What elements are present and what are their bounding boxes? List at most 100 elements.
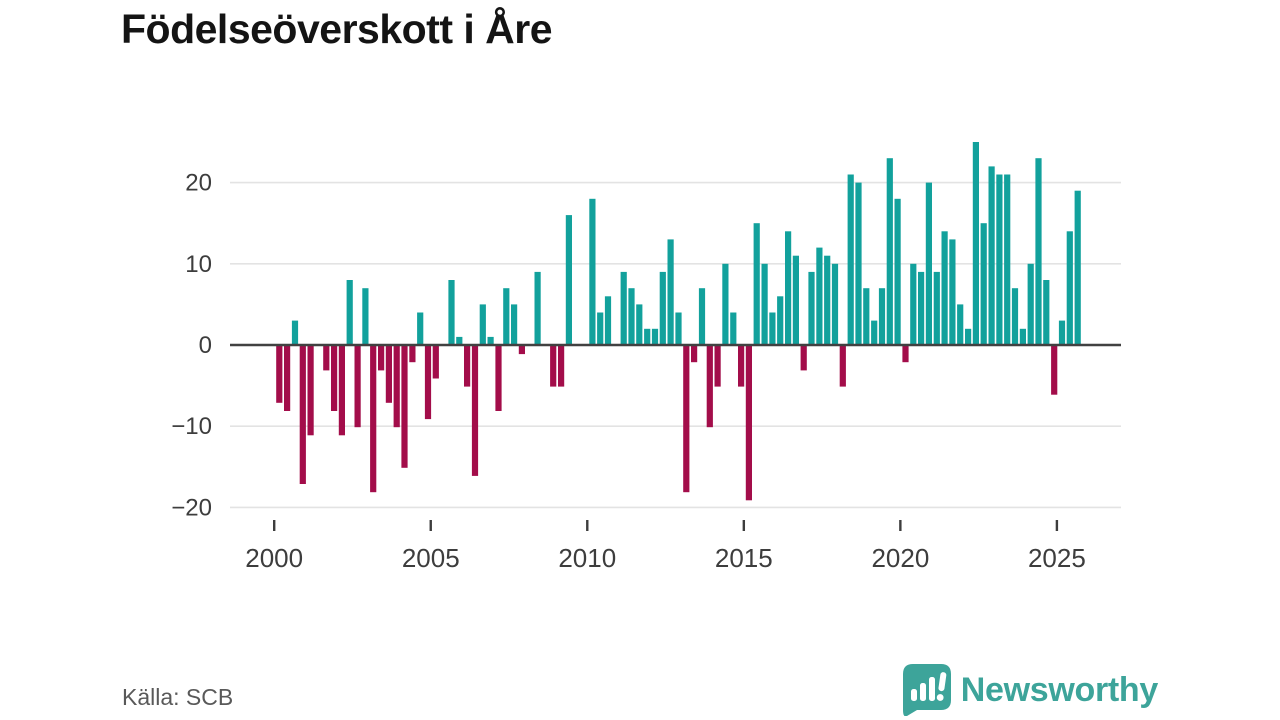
bar-2011Q2	[628, 288, 635, 345]
y-axis-label--20: −20	[171, 494, 212, 521]
bar-2013Q1	[683, 346, 690, 493]
bar-2002Q4	[362, 288, 369, 345]
bar-2004Q4	[424, 346, 432, 420]
bar-2010Q1	[589, 198, 596, 345]
bar-2019Q4	[894, 198, 901, 345]
bar-2012Q4	[675, 312, 682, 345]
bar-2024Q1	[1027, 263, 1034, 345]
bar-2014Q3	[730, 312, 737, 345]
bar-2018Q3	[855, 182, 862, 345]
bar-2021Q4	[957, 304, 964, 345]
bar-2005Q3	[448, 280, 455, 345]
bar-2016Q4	[800, 346, 807, 371]
bar-2017Q3	[824, 255, 831, 345]
source-note: Källa: SCB	[122, 684, 234, 710]
bar-2024Q3	[1043, 280, 1050, 345]
bar-2018Q1	[839, 346, 846, 387]
bar-2020Q1	[902, 346, 909, 363]
bar-2015Q3	[761, 263, 768, 345]
x-axis-label-2010: 2010	[558, 543, 616, 573]
bar-2013Q3	[698, 288, 706, 345]
bar-2013Q2	[691, 346, 698, 363]
bar-2002Q3	[354, 346, 361, 428]
bar-2020Q2	[910, 263, 917, 345]
bar-2003Q1	[370, 346, 377, 493]
bar-2005Q4	[456, 336, 463, 345]
newsworthy-logo: Newsworthy	[902, 664, 1159, 716]
bar-2017Q1	[808, 271, 815, 345]
bar-2003Q4	[393, 346, 400, 428]
bar-2006Q3	[479, 304, 486, 345]
bar-2002Q1	[338, 346, 345, 436]
bar-2024Q2	[1035, 158, 1042, 345]
bar-2019Q2	[878, 288, 886, 345]
bar-2021Q2	[941, 231, 948, 345]
bar-2006Q1	[464, 346, 471, 387]
brand-wordmark: Newsworthy	[960, 670, 1159, 709]
bar-2009Q1	[558, 346, 565, 387]
bar-2022Q4	[988, 166, 995, 345]
bar-2021Q3	[949, 239, 956, 345]
bar-2019Q1	[871, 320, 878, 345]
logo-exclamation	[936, 672, 947, 701]
bar-2001Q4	[331, 346, 338, 411]
bar-2022Q3	[980, 223, 987, 345]
bar-2002Q2	[346, 280, 353, 345]
chart-title: Födelseöverskott i Åre	[121, 6, 553, 52]
bar-2007Q3	[511, 304, 518, 345]
bar-2012Q3	[667, 239, 674, 345]
bar-2013Q4	[706, 346, 713, 428]
bar-2014Q4	[738, 346, 745, 387]
bar-2011Q3	[636, 304, 643, 345]
bar-2005Q1	[432, 346, 439, 379]
bar-2010Q3	[604, 296, 612, 345]
bar-2019Q3	[886, 158, 893, 345]
bar-2001Q1	[307, 346, 314, 436]
bar-2004Q2	[409, 346, 416, 363]
bar-2011Q4	[644, 328, 651, 345]
bar-2020Q4	[925, 182, 932, 345]
bar-2004Q1	[401, 346, 408, 468]
bar-2012Q1	[651, 328, 659, 345]
bar-2006Q2	[471, 346, 479, 476]
bar-2017Q4	[831, 263, 839, 345]
bar-2009Q2	[565, 215, 572, 345]
bar-2014Q2	[722, 263, 729, 345]
bar-2011Q1	[620, 271, 627, 345]
bar-2025Q1	[1058, 320, 1066, 345]
bar-2000Q3	[291, 320, 299, 345]
bar-2014Q1	[714, 346, 721, 387]
bar-2000Q1	[276, 346, 283, 403]
logo-bar-medium	[919, 683, 926, 701]
x-axis-label-2015: 2015	[715, 543, 773, 573]
y-axis-label-0: 0	[199, 332, 212, 359]
bar-2023Q3	[1011, 288, 1019, 345]
y-axis-label-20: 20	[185, 170, 212, 197]
bar-2006Q4	[487, 336, 494, 345]
bar-2003Q3	[385, 346, 392, 403]
bar-2008Q2	[534, 271, 541, 345]
x-axis-label-2025: 2025	[1028, 543, 1086, 573]
bar-2023Q1	[996, 174, 1003, 345]
bar-2021Q1	[933, 271, 940, 345]
newsworthy-chart-bubble-icon	[902, 664, 951, 716]
bar-2015Q2	[753, 223, 760, 345]
bar-2001Q3	[323, 346, 330, 371]
logo-bar-small	[910, 689, 917, 701]
bar-2018Q2	[847, 174, 854, 345]
bar-2008Q4	[550, 346, 557, 387]
logo-bar-tall	[928, 677, 935, 701]
logo-bubble-shape	[902, 664, 951, 716]
x-axis-label-2005: 2005	[402, 543, 460, 573]
bar-2024Q4	[1051, 346, 1058, 395]
bar-2007Q2	[503, 288, 510, 345]
bar-2012Q2	[659, 271, 666, 345]
bar-2022Q2	[972, 142, 979, 345]
bar-2003Q2	[378, 346, 385, 371]
bar-2010Q2	[597, 312, 604, 345]
bar-2000Q4	[299, 346, 306, 484]
bar-2004Q3	[417, 312, 424, 345]
bar-2023Q4	[1019, 328, 1026, 345]
bar-2015Q4	[769, 312, 776, 345]
